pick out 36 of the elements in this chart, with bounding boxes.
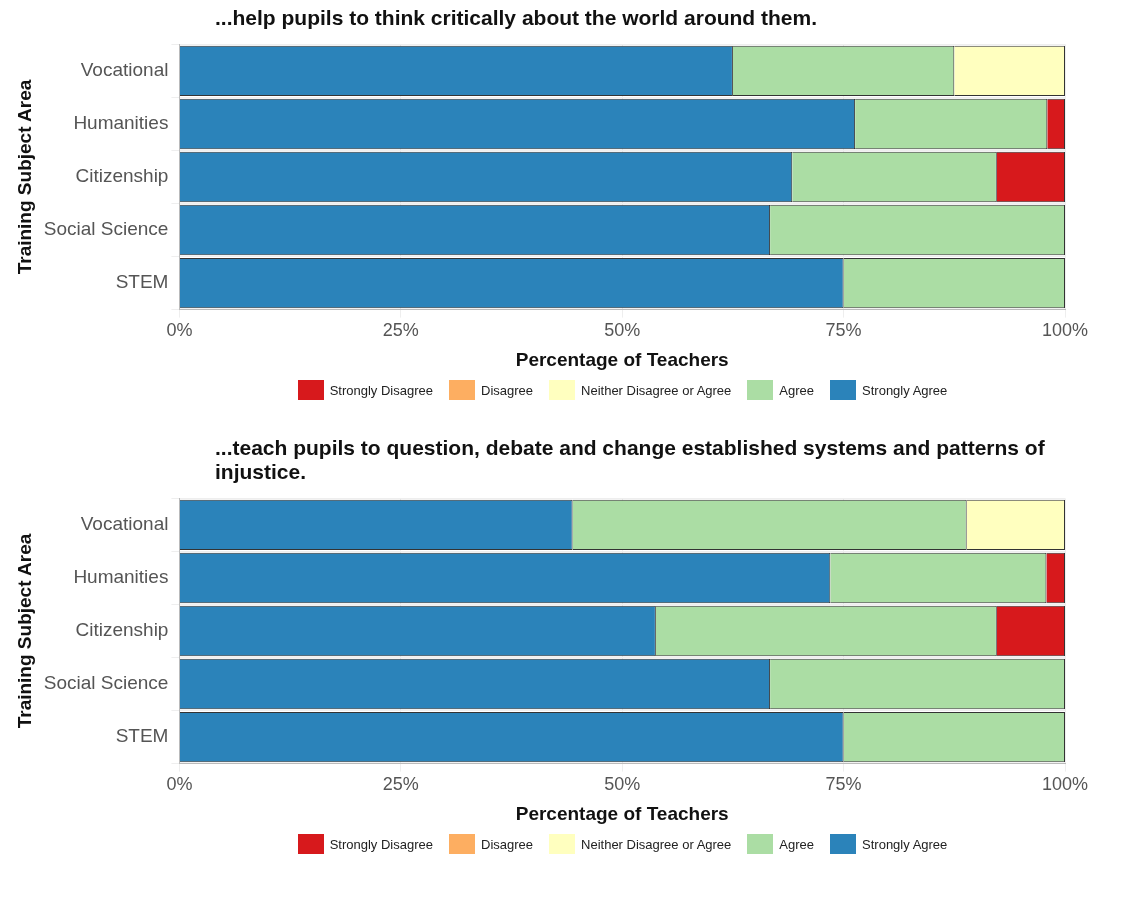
legend-label: Agree <box>779 836 815 852</box>
x-tick-label: 0% <box>166 320 193 341</box>
legend-label: Strongly Disagree <box>329 382 433 398</box>
y-axis-title: Training Subject Area <box>13 79 35 275</box>
legend-label: Agree <box>779 382 815 398</box>
x-tick-label: 50% <box>604 774 641 795</box>
y-tick-label: STEM <box>115 271 169 293</box>
y-tick-label: Social Science <box>43 218 169 240</box>
x-axis-title: Percentage of Teachers <box>515 348 729 370</box>
chart-title: ...help pupils to think critically about the world around them. <box>214 5 819 30</box>
legend-label: Strongly Disagree <box>329 836 433 852</box>
y-tick-label: Humanities <box>73 566 169 588</box>
x-tick-label: 25% <box>382 774 419 795</box>
chart-title: ...teach pupils to question, debate and change established systems and patterns of injustice. <box>214 435 1046 484</box>
x-tick-label: 25% <box>382 320 419 341</box>
y-tick-label: STEM <box>115 725 169 747</box>
x-tick-label: 100% <box>1041 774 1089 795</box>
y-tick-label: Citizenship <box>75 165 169 187</box>
legend-label: Strongly Agree <box>862 836 948 852</box>
legend-label: Neither Disagree or Agree <box>581 382 732 398</box>
y-tick-label: Vocational <box>80 513 169 535</box>
x-axis-title: Percentage of Teachers <box>515 802 729 824</box>
legend-label: Disagree <box>481 382 534 398</box>
y-tick-label: Humanities <box>73 112 169 134</box>
x-tick-label: 50% <box>604 320 641 341</box>
legend-label: Strongly Agree <box>862 382 948 398</box>
x-tick-label: 75% <box>825 774 862 795</box>
legend-label: Disagree <box>481 836 534 852</box>
legend-label: Neither Disagree or Agree <box>581 836 732 852</box>
y-tick-label: Citizenship <box>75 619 169 641</box>
y-axis-title: Training Subject Area <box>13 533 35 729</box>
y-tick-label: Vocational <box>80 59 169 81</box>
x-tick-label: 100% <box>1041 320 1089 341</box>
y-tick-label: Social Science <box>43 672 169 694</box>
x-tick-label: 0% <box>166 774 193 795</box>
x-tick-label: 75% <box>825 320 862 341</box>
